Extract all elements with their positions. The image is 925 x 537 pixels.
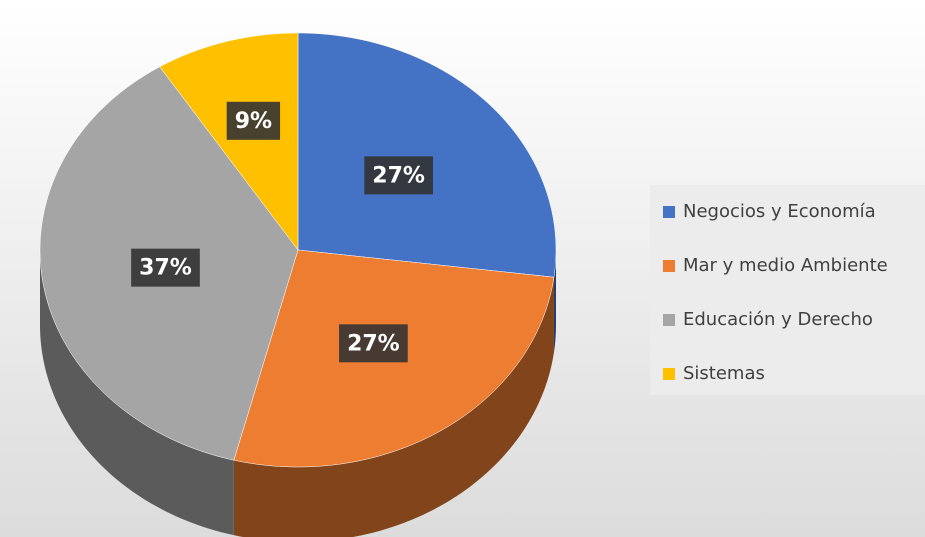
legend-box <box>650 185 925 395</box>
slice <box>297 32 557 278</box>
data-label: 9% <box>235 109 272 134</box>
data-label: 27% <box>347 331 400 356</box>
slice-side <box>553 250 556 353</box>
legend-label: Mar y medio Ambiente <box>683 255 888 276</box>
data-label-box <box>339 324 408 363</box>
legend-label: Educación y Derecho <box>683 309 873 330</box>
data-label-box <box>226 101 281 140</box>
data-label-box <box>131 248 200 287</box>
slice-side <box>40 250 234 536</box>
legend-label: Negocios y Economía <box>683 201 876 222</box>
data-label-box <box>364 156 433 195</box>
legend-swatch <box>663 260 675 272</box>
slice <box>159 32 299 251</box>
legend-swatch <box>663 206 675 218</box>
data-label: 37% <box>139 256 192 281</box>
legend-swatch <box>663 314 675 326</box>
legend-swatch <box>663 368 675 380</box>
slice-side <box>233 277 554 537</box>
data-label: 27% <box>372 163 425 188</box>
legend-label: Sistemas <box>683 363 765 384</box>
